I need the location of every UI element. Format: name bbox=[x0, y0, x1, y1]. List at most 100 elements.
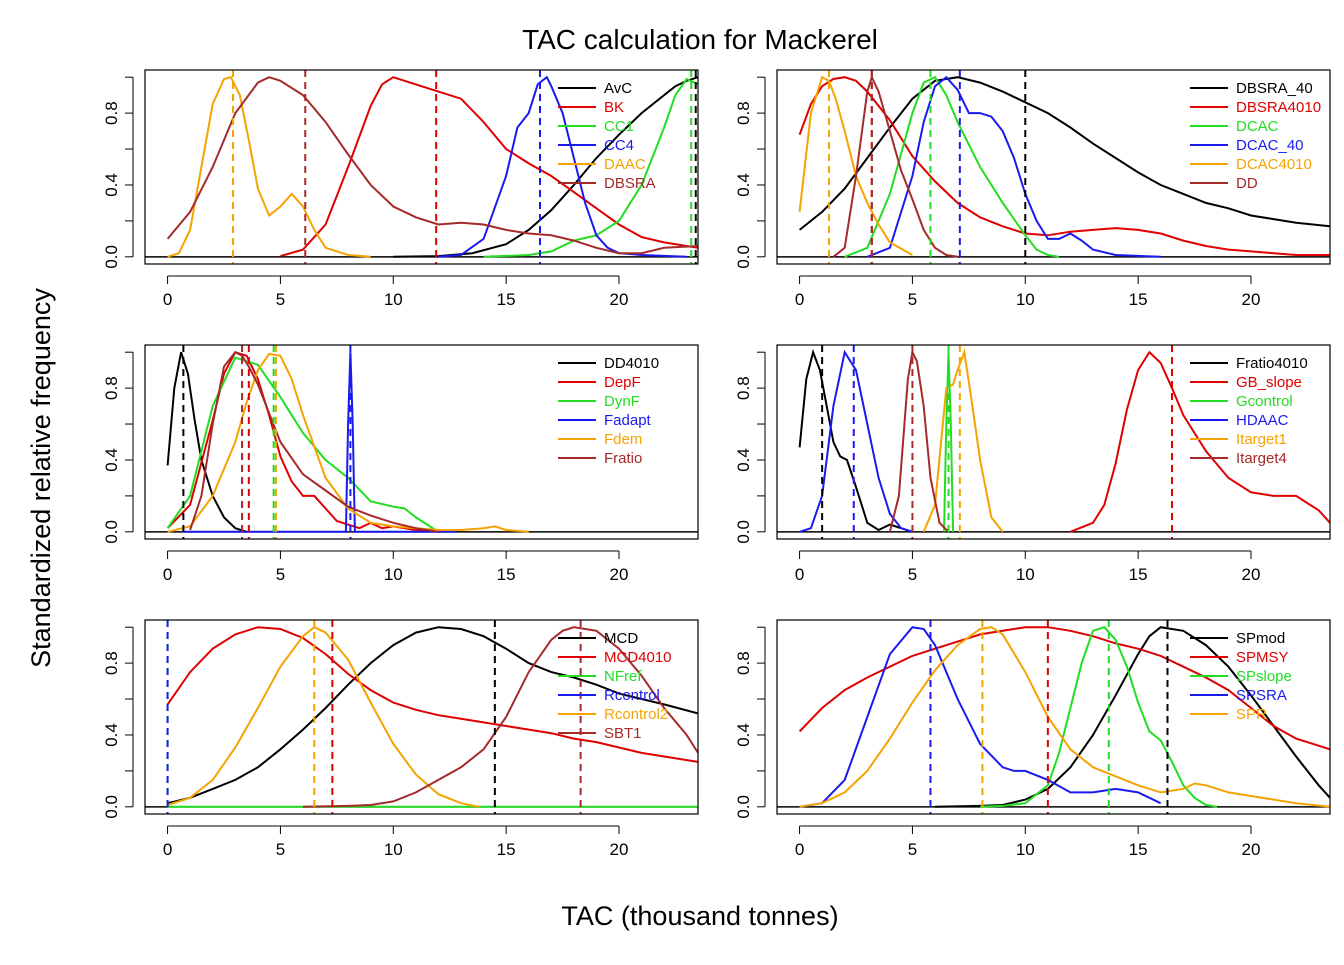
y-tick-label: 0.8 bbox=[734, 376, 753, 400]
x-tick-label: 10 bbox=[1016, 290, 1035, 309]
y-tick-label: 0.8 bbox=[102, 376, 121, 400]
panel-6: 0 5 10 15 20 0.0 0.4 0.8 SPmod SPMSY SPslope SPSRA S… bbox=[734, 619, 1331, 859]
legend-label-AvC: AvC bbox=[604, 80, 632, 97]
y-tick-label: 0.4 bbox=[734, 448, 753, 472]
x-tick-label: 20 bbox=[1242, 290, 1261, 309]
x-tick-label: 0 bbox=[795, 840, 804, 859]
series-line-SPslope bbox=[980, 626, 1218, 808]
legend-label-DBSRA4010: DBSRA4010 bbox=[1236, 99, 1321, 116]
legend-label-DynF: DynF bbox=[604, 393, 640, 410]
y-tick-label: 0.8 bbox=[734, 651, 753, 675]
x-tick-label: 5 bbox=[908, 840, 917, 859]
panel-2: 0 5 10 15 20 0.0 0.4 0.8 DBSRA_40 DBSRA4010 DCAC DC… bbox=[734, 69, 1331, 309]
legend-label-DepF: DepF bbox=[604, 374, 641, 391]
legend-label-Itarget1: Itarget1 bbox=[1236, 431, 1287, 448]
x-tick-label: 5 bbox=[908, 565, 917, 584]
series-line-DBSRA bbox=[166, 76, 698, 255]
y-tick-label: 0.0 bbox=[102, 245, 121, 269]
series-line-DAAC bbox=[167, 76, 371, 258]
x-tick-label: 20 bbox=[610, 565, 629, 584]
series-line-Fratio bbox=[189, 350, 439, 533]
series-line-SPR bbox=[799, 626, 1330, 808]
legend-label-SPR: SPR bbox=[1236, 706, 1267, 723]
x-tick-label: 10 bbox=[1016, 565, 1035, 584]
y-tick-label: 0.4 bbox=[734, 173, 753, 197]
x-tick-label: 15 bbox=[1129, 565, 1148, 584]
legend-label-Fdem: Fdem bbox=[604, 431, 642, 448]
legend-label-Rcontrol: Rcontrol bbox=[604, 687, 660, 704]
legend-label-Itarget4: Itarget4 bbox=[1236, 450, 1287, 467]
panels: 0 5 10 15 20 0.0 0.4 0.8 AvC BK CC1 CC4 DAAC DBSRA 0 5 1… bbox=[102, 69, 1331, 859]
panel-frame bbox=[144, 619, 699, 815]
legend-label-SPmod: SPmod bbox=[1236, 630, 1285, 647]
legend-label-DCAC_40: DCAC_40 bbox=[1236, 137, 1304, 154]
series-line-DD4010 bbox=[166, 351, 247, 533]
x-tick-label: 15 bbox=[497, 290, 516, 309]
y-tick-label: 0.0 bbox=[734, 795, 753, 819]
legend-label-NFref: NFref bbox=[604, 668, 642, 685]
legend-label-DBSRA_40: DBSRA_40 bbox=[1236, 80, 1313, 97]
panel-frame bbox=[776, 344, 1331, 540]
y-tick-label: 0.4 bbox=[102, 448, 121, 472]
x-tick-label: 0 bbox=[795, 565, 804, 584]
y-tick-label: 0.4 bbox=[102, 173, 121, 197]
x-tick-label: 5 bbox=[276, 840, 285, 859]
panel-frame bbox=[144, 344, 699, 540]
series-line-DD bbox=[832, 74, 958, 258]
series-line-SPSRA bbox=[799, 626, 1162, 808]
series-line-CC1 bbox=[483, 77, 698, 258]
x-tick-label: 5 bbox=[908, 290, 917, 309]
x-tick-label: 15 bbox=[497, 840, 516, 859]
x-tick-label: 0 bbox=[795, 290, 804, 309]
legend-label-Fratio: Fratio bbox=[604, 450, 642, 467]
x-tick-label: 0 bbox=[163, 290, 172, 309]
x-tick-label: 10 bbox=[384, 565, 403, 584]
x-tick-label: 10 bbox=[384, 840, 403, 859]
series-line-DCAC4010 bbox=[798, 75, 913, 256]
series-line-MCD bbox=[167, 626, 698, 805]
x-tick-label: 20 bbox=[1242, 840, 1261, 859]
x-tick-label: 0 bbox=[163, 565, 172, 584]
series-line-DCAC_40 bbox=[866, 75, 1161, 258]
panel-data bbox=[798, 345, 1330, 539]
legend-label-DBSRA: DBSRA bbox=[604, 175, 656, 192]
figure-title: TAC calculation for Mackerel bbox=[522, 24, 878, 55]
series-line-Rcontrol2 bbox=[167, 626, 480, 808]
panel-3: 0 5 10 15 20 0.0 0.4 0.8 DD4010 DepF DynF Fadapt Fde… bbox=[102, 344, 699, 584]
legend-label-MCD: MCD bbox=[604, 630, 638, 647]
legend-label-BK: BK bbox=[604, 99, 624, 116]
panel-data bbox=[166, 345, 529, 539]
y-tick-label: 0.8 bbox=[102, 101, 121, 125]
legend-label-Gcontrol: Gcontrol bbox=[1236, 393, 1293, 410]
y-tick-label: 0.8 bbox=[102, 651, 121, 675]
x-tick-label: 20 bbox=[610, 290, 629, 309]
panel-frame bbox=[776, 619, 1331, 815]
series-line-HDAAC bbox=[799, 349, 913, 533]
series-line-SBT1 bbox=[302, 626, 698, 808]
legend-label-DCAC: DCAC bbox=[1236, 118, 1279, 135]
legend-label-Rcontrol2: Rcontrol2 bbox=[604, 706, 668, 723]
series-line-Fdem bbox=[167, 352, 529, 533]
y-tick-label: 0.0 bbox=[102, 520, 121, 544]
legend-label-CC4: CC4 bbox=[604, 137, 634, 154]
series-line-DepF bbox=[166, 350, 439, 533]
legend-label-DAAC: DAAC bbox=[604, 156, 646, 173]
series-line-DCAC bbox=[844, 75, 1060, 258]
y-tick-label: 0.4 bbox=[734, 723, 753, 747]
legend-label-MCD4010: MCD4010 bbox=[604, 649, 672, 666]
series-line-GB_slope bbox=[1070, 350, 1330, 533]
series-line-Itarget1 bbox=[922, 348, 1004, 533]
legend-label-SPMSY: SPMSY bbox=[1236, 649, 1289, 666]
legend-label-DD: DD bbox=[1236, 175, 1258, 192]
series-line-Fadapt bbox=[183, 352, 457, 533]
y-tick-label: 0.0 bbox=[734, 520, 753, 544]
series-line-Gcontrol bbox=[943, 352, 955, 532]
panel-data bbox=[166, 70, 698, 264]
panel-5: 0 5 10 15 20 0.0 0.4 0.8 MCD MCD4010 NFref Rcontrol… bbox=[102, 619, 699, 859]
panel-4: 0 5 10 15 20 0.0 0.4 0.8 Fratio4010 GB_slope Gcont… bbox=[734, 344, 1331, 584]
y-tick-label: 0.4 bbox=[102, 723, 121, 747]
x-tick-label: 10 bbox=[384, 290, 403, 309]
panel-1: 0 5 10 15 20 0.0 0.4 0.8 AvC BK CC1 CC4 DAAC DBSRA bbox=[102, 69, 699, 309]
